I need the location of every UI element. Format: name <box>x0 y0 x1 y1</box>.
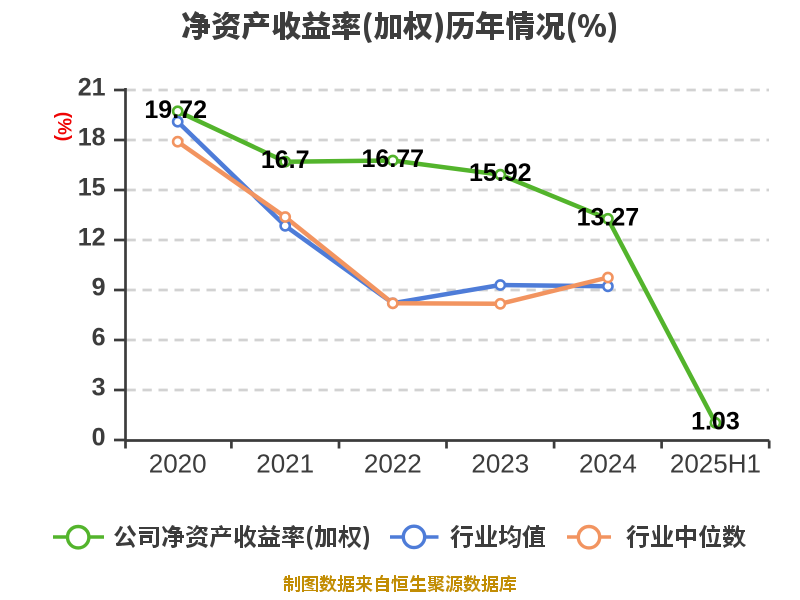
svg-text:3: 3 <box>92 374 106 402</box>
svg-text:0: 0 <box>92 424 106 452</box>
svg-text:19.72: 19.72 <box>144 96 207 124</box>
svg-text:2024: 2024 <box>579 449 637 479</box>
svg-text:16.7: 16.7 <box>261 146 310 174</box>
svg-text:12: 12 <box>78 224 106 252</box>
svg-text:2025H1: 2025H1 <box>670 449 761 479</box>
svg-text:1.03: 1.03 <box>691 407 740 435</box>
svg-text:15: 15 <box>78 174 106 202</box>
svg-text:9: 9 <box>92 274 106 302</box>
svg-text:18: 18 <box>78 124 106 152</box>
svg-text:16.77: 16.77 <box>362 145 425 173</box>
svg-text:2020: 2020 <box>149 449 207 479</box>
svg-text:2021: 2021 <box>256 449 314 479</box>
svg-text:6: 6 <box>92 324 106 352</box>
svg-text:2023: 2023 <box>471 449 529 479</box>
svg-text:15.92: 15.92 <box>469 159 532 187</box>
svg-text:(%): (%) <box>53 112 74 142</box>
svg-text:2022: 2022 <box>364 449 422 479</box>
svg-text:21: 21 <box>78 74 106 102</box>
svg-text:13.27: 13.27 <box>577 203 640 231</box>
